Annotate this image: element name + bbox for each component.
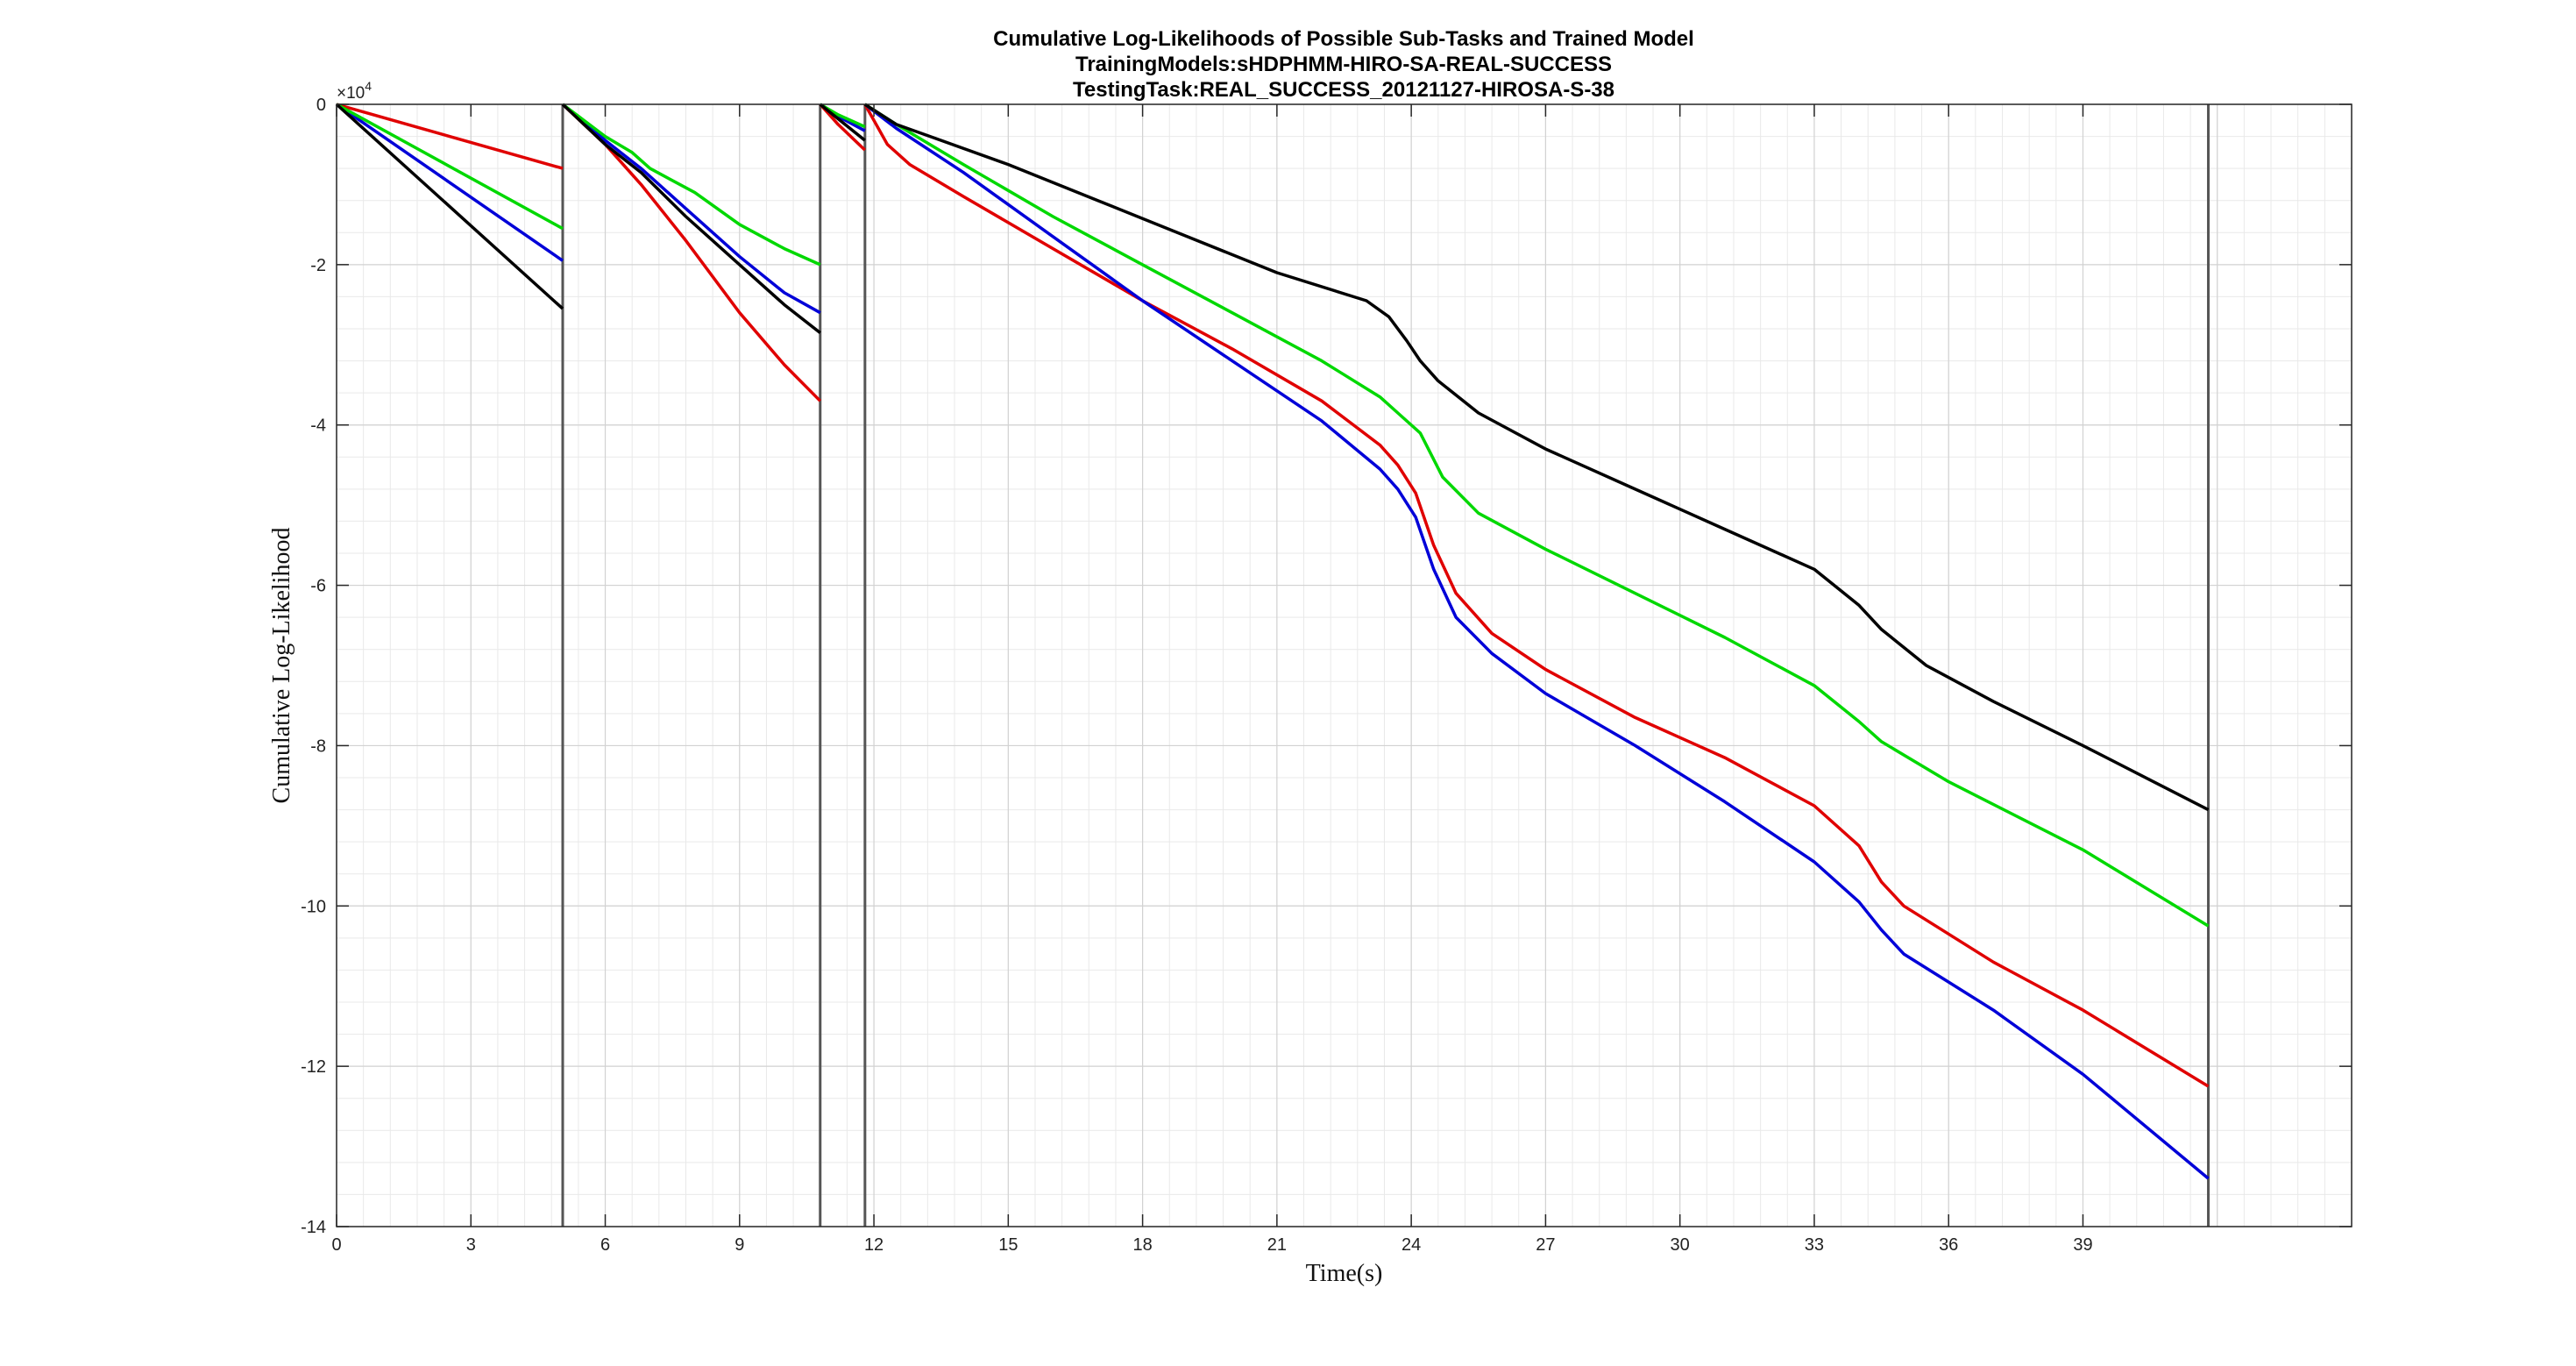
x-tick-label: 21: [1267, 1235, 1287, 1255]
y-axis-exponent-base: ×10: [337, 84, 365, 103]
x-tick-label: 6: [600, 1235, 610, 1255]
vertical-markers: [561, 104, 2211, 1227]
y-tick-label: -4: [310, 416, 326, 436]
y-axis-label: Cumulative Log-Likelihood: [268, 528, 295, 804]
series-4-segment-3: [819, 103, 866, 142]
x-tick-label: 36: [1939, 1235, 1958, 1255]
x-tick-label: 12: [864, 1235, 884, 1255]
axes-box: [336, 103, 2352, 1227]
series-4-segment-2: [561, 103, 821, 334]
x-tick-label: 33: [1805, 1235, 1824, 1255]
y-tick-label: -12: [301, 1057, 326, 1077]
series-2-segment-1: [336, 103, 564, 262]
series-2-segment-4: [863, 103, 2210, 1180]
series-3-segment-4: [863, 103, 2210, 928]
y-axis-exponent-power: 4: [365, 79, 372, 93]
y-axis-exponent: ×104: [337, 79, 372, 103]
chart-title-line-1: Cumulative Log-Likelihoods of Possible S…: [993, 27, 1694, 51]
x-tick-label: 9: [734, 1235, 744, 1255]
chart-title-line-2: TrainingModels:sHDPHMM-HIRO-SA-REAL-SUCC…: [1075, 53, 1612, 76]
chart-title-line-3: TestingTask:REAL_SUCCESS_20121127-HIROSA…: [1073, 78, 1614, 102]
y-tick-label: -8: [310, 736, 326, 756]
series-1-segment-1: [336, 103, 564, 170]
series-4-segment-1: [335, 103, 564, 310]
y-tick-label: 0: [316, 96, 326, 115]
axes: [336, 103, 2352, 1227]
x-tick-label: 30: [1671, 1235, 1690, 1255]
x-tick-label: 39: [2073, 1235, 2092, 1255]
x-axis-label: Time(s): [1306, 1260, 1383, 1287]
y-tick-label: -2: [310, 256, 326, 275]
series-1-segment-4: [863, 103, 2210, 1088]
series-4-segment-4: [863, 103, 2210, 812]
series-layer: [335, 103, 2210, 1180]
plot-area: [337, 104, 2352, 1227]
x-axis-ticks: 0 3 6 9 12 15 18 21 24 27 30 33 36 39: [331, 104, 2093, 1255]
y-axis-ticks: 0 -2 -4 -6 -8 -10 -12 -14: [301, 96, 2352, 1237]
major-grid: [336, 103, 2352, 1227]
chart-title: Cumulative Log-Likelihoods of Possible S…: [993, 27, 1694, 102]
plot-background: [337, 104, 2352, 1227]
x-tick-label: 18: [1132, 1235, 1152, 1255]
y-tick-label: -6: [310, 577, 326, 596]
x-tick-label: 24: [1402, 1235, 1421, 1255]
x-tick-label: 15: [998, 1235, 1018, 1255]
series-3-segment-1: [336, 103, 564, 231]
series-3-segment-2: [561, 103, 821, 267]
x-tick-label: 3: [466, 1235, 476, 1255]
x-tick-label: 27: [1536, 1235, 1555, 1255]
y-tick-label: -14: [301, 1218, 326, 1237]
series-2-segment-2: [561, 103, 821, 315]
y-tick-label: -10: [301, 897, 326, 916]
x-tick-label: 0: [331, 1235, 341, 1255]
